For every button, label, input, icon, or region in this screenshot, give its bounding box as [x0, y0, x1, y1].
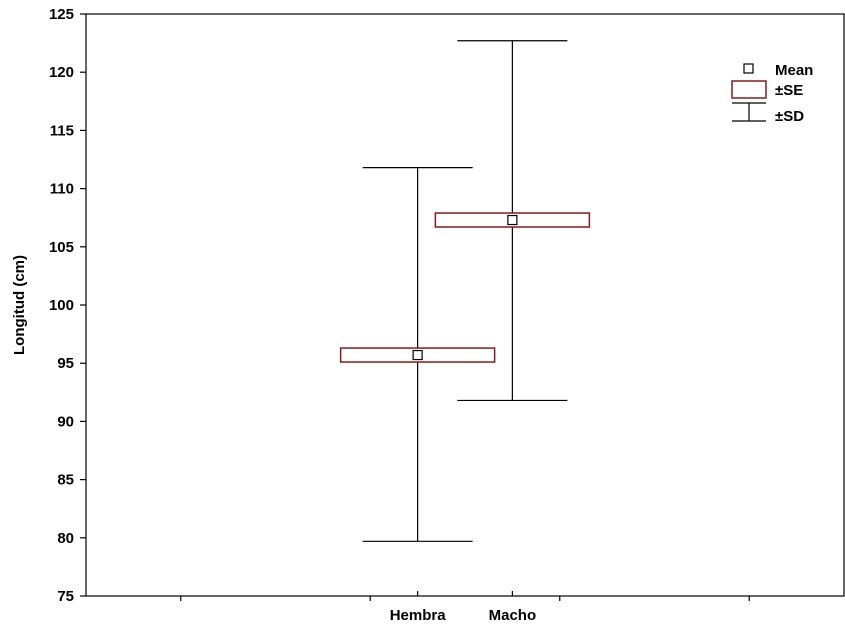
y-tick-label: 85: [57, 472, 74, 489]
legend-mean-label: Mean: [775, 62, 813, 79]
y-tick-label: 115: [50, 122, 74, 139]
legend: Mean ±SE ±SD: [731, 62, 813, 125]
y-tick-label: 75: [57, 588, 74, 605]
legend-sd-label: ±SD: [775, 108, 804, 125]
y-tick-label: 100: [49, 297, 74, 314]
x-axis: Hembra Macho: [180, 591, 750, 624]
y-tick-label: 125: [49, 6, 74, 23]
legend-mean-icon: [743, 63, 754, 74]
y-tick-label: 80: [57, 530, 74, 547]
legend-se-icon: [731, 80, 767, 99]
y-axis: 75 80 85 90 95 100 105 110 115 120 125: [49, 6, 86, 605]
mean-marker: [412, 349, 423, 361]
y-tick-label: 90: [57, 413, 74, 430]
y-tick-label: 105: [49, 239, 74, 256]
y-tick-label: 120: [49, 64, 74, 81]
series-layer: [339, 40, 591, 542]
box-group-hembra: [339, 167, 496, 542]
y-axis-title: Longitud (cm): [11, 255, 28, 355]
plot-frame: [85, 13, 845, 597]
mean-marker: [507, 214, 518, 226]
box-group-macho: [434, 40, 591, 402]
x-tick-label: Hembra: [390, 607, 447, 624]
y-tick-label: 110: [50, 181, 74, 198]
x-tick-label: Macho: [489, 607, 537, 624]
legend-sd-icon: [732, 102, 766, 122]
y-tick-label: 95: [57, 355, 74, 372]
legend-se-label: ±SE: [775, 82, 803, 99]
